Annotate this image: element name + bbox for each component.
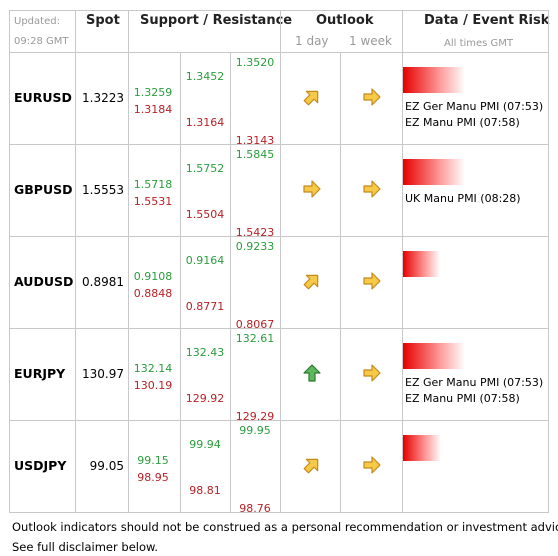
event: EZ Manu PMI (07:58) <box>405 392 520 405</box>
spot-header: Spot <box>86 13 120 28</box>
border <box>9 144 549 145</box>
resistance: 0.9108 <box>133 270 173 283</box>
resistance: 99.15 <box>137 454 169 467</box>
border <box>9 420 549 421</box>
border <box>9 52 549 53</box>
spot: 1.3223 <box>82 91 124 105</box>
pair: GBPUSD <box>14 182 73 197</box>
resistance: 1.5752 <box>185 162 225 175</box>
outlook-arrow <box>363 180 381 198</box>
resistance: 1.3520 <box>235 56 275 69</box>
event: EZ Ger Manu PMI (07:53) <box>405 376 544 389</box>
resistance: 1.3259 <box>133 86 173 99</box>
resistance: 0.9164 <box>185 254 225 267</box>
outlook-arrow <box>363 272 381 290</box>
outlook-arrow <box>363 364 381 382</box>
updated-label: Updated: <box>14 16 60 27</box>
border <box>9 10 10 512</box>
support: 0.8848 <box>133 287 173 300</box>
border <box>180 52 181 512</box>
spot: 1.5553 <box>82 183 124 197</box>
outlook-arrow <box>303 90 319 106</box>
outlook-arrow <box>363 88 381 106</box>
pair: USDJPY <box>14 458 67 473</box>
border <box>9 512 549 513</box>
resistance: 99.95 <box>239 424 271 437</box>
resistance: 0.9233 <box>235 240 275 253</box>
footer-note: Outlook indicators should not be constru… <box>12 520 558 534</box>
support: 1.3164 <box>185 116 225 129</box>
support: 129.92 <box>185 392 225 405</box>
outlook-arrow <box>303 180 321 198</box>
resistance: 99.94 <box>189 438 221 451</box>
support: 1.5531 <box>133 195 173 208</box>
resistance: 1.5718 <box>133 178 173 191</box>
border <box>230 52 231 512</box>
footer-note: See full disclaimer below. <box>12 540 159 554</box>
sr-header: Support / Resistance <box>140 13 293 28</box>
spot: 99.05 <box>89 459 124 473</box>
event: UK Manu PMI (08:28) <box>405 192 521 205</box>
support: 129.29 <box>235 410 275 423</box>
risk-bar <box>403 67 465 93</box>
border <box>548 10 549 512</box>
event-header: Data / Event Risk <box>424 13 550 28</box>
risk-bar <box>403 435 441 461</box>
resistance: 132.61 <box>235 332 275 345</box>
updated-time: 09:28 GMT <box>14 36 69 47</box>
support: 98.95 <box>137 471 169 484</box>
outlook-arrow <box>303 458 319 474</box>
pair: EURUSD <box>14 90 72 105</box>
resistance: 132.43 <box>185 346 225 359</box>
outlook-week: 1 week <box>349 34 392 48</box>
border <box>75 10 76 512</box>
spot: 0.8981 <box>82 275 124 289</box>
pair: AUDUSD <box>14 274 74 289</box>
event: EZ Manu PMI (07:58) <box>405 116 520 129</box>
border <box>340 52 341 512</box>
support: 1.5423 <box>235 226 275 239</box>
outlook-arrow <box>303 274 319 290</box>
support: 1.5504 <box>185 208 225 221</box>
border <box>9 10 549 11</box>
event: EZ Ger Manu PMI (07:53) <box>405 100 544 113</box>
times-note: All times GMT <box>444 38 514 49</box>
border <box>402 10 403 512</box>
outlook-arrow <box>303 364 321 382</box>
outlook-day: 1 day <box>295 34 329 48</box>
support: 98.81 <box>189 484 221 497</box>
support: 1.3184 <box>133 103 173 116</box>
border <box>9 236 549 237</box>
support: 0.8067 <box>235 318 275 331</box>
pair: EURJPY <box>14 366 66 381</box>
resistance: 132.14 <box>133 362 173 375</box>
outlook-header: Outlook <box>316 13 374 28</box>
risk-bar <box>403 159 465 185</box>
support: 1.3143 <box>235 134 275 147</box>
resistance: 1.5845 <box>235 148 275 161</box>
border <box>280 10 281 512</box>
outlook-arrow <box>363 456 381 474</box>
resistance: 1.3452 <box>185 70 225 83</box>
border <box>128 10 129 512</box>
support: 0.8771 <box>185 300 225 313</box>
border <box>9 328 549 329</box>
risk-bar <box>403 343 465 369</box>
support: 130.19 <box>133 379 173 392</box>
risk-bar <box>403 251 440 277</box>
spot: 130.97 <box>82 367 124 381</box>
support: 98.76 <box>239 502 271 515</box>
